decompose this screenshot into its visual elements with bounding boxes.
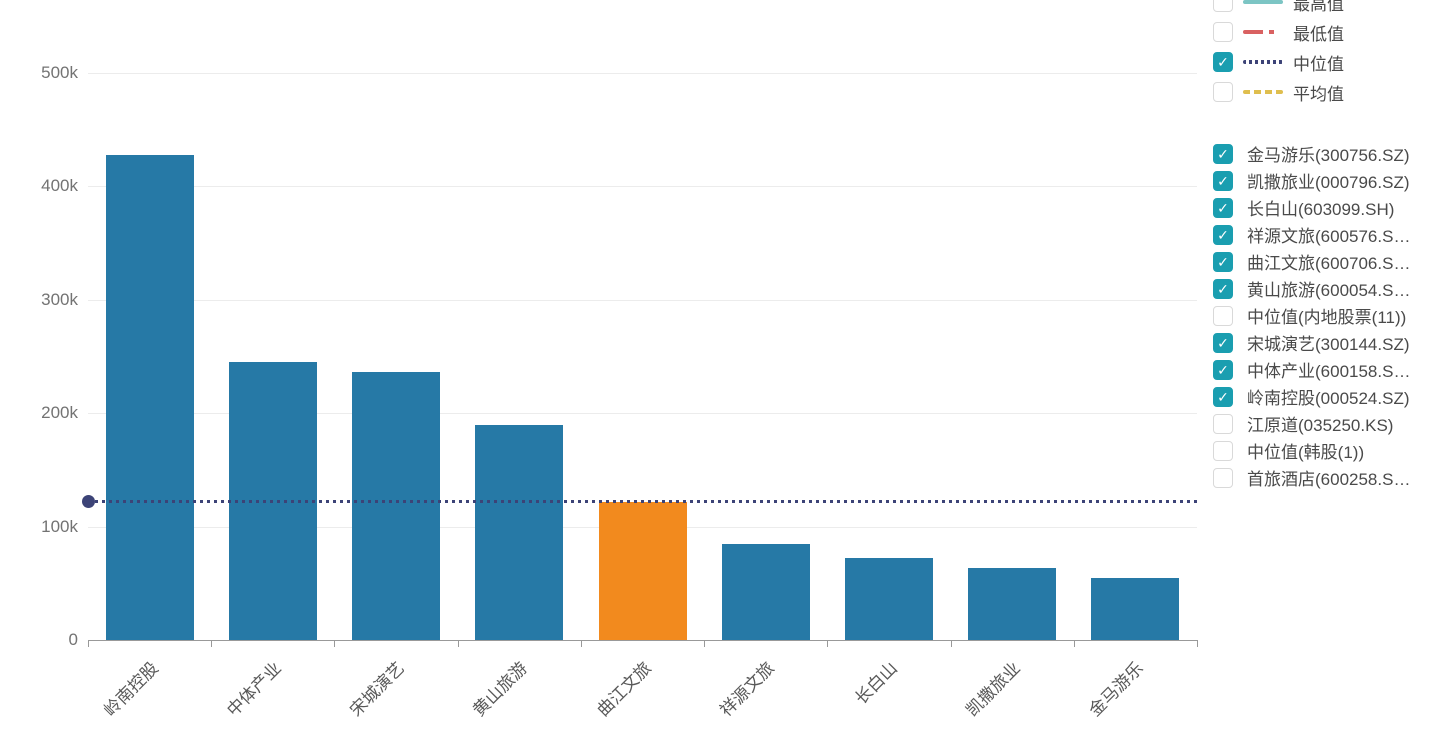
y-axis-tick-label: 0 <box>68 630 78 649</box>
bar-5[interactable] <box>598 501 687 640</box>
x-axis-tick <box>88 640 89 647</box>
y-axis-tick-label: 500k <box>41 62 78 82</box>
x-axis-tick <box>1197 640 1198 647</box>
legend-item-metric-3[interactable]: ✓ 中位值 <box>1213 47 1344 77</box>
legend-item-stock-9[interactable]: ✓ 中体产业(600158.S… <box>1213 356 1410 383</box>
x-axis-tick <box>1073 640 1075 647</box>
legend-item-label: 凯撒旅业(000796.SZ) <box>1247 173 1410 192</box>
legend-line-sample <box>1243 30 1283 34</box>
legend-item-label: 最低值 <box>1293 24 1344 44</box>
legend-item-stock-2[interactable]: ✓ 凯撒旅业(000796.SZ) <box>1213 167 1410 194</box>
y-axis-tick-label: 400k <box>41 176 78 195</box>
x-axis-tick <box>950 640 952 647</box>
x-axis-label: 金马游乐 <box>1085 658 1148 721</box>
legend-checkbox[interactable]: ✓ <box>1213 278 1233 299</box>
bar-6[interactable] <box>721 543 810 640</box>
legend-checkbox[interactable]: ✓ <box>1213 170 1233 191</box>
legend-item-label: 曲江文旅(600706.S… <box>1247 254 1411 273</box>
legend-stocks-group: ✓ 金马游乐(300756.SZ) ✓ 凯撒旅业(000796.SZ) ✓ 长白山(603… <box>1213 140 1410 491</box>
x-axis-label: 凯撒旅业 <box>962 658 1025 721</box>
x-axis-tick <box>211 640 213 647</box>
legend-item-label: 金马游乐(300756.SZ) <box>1247 146 1410 165</box>
legend-item-stock-10[interactable]: ✓ 岭南控股(000524.SZ) <box>1213 383 1410 410</box>
x-axis-label: 岭南控股 <box>100 658 162 721</box>
median-line <box>88 500 1197 504</box>
x-axis-tick <box>457 640 459 647</box>
x-axis-label: 宋城演艺 <box>346 658 409 721</box>
legend-item-stock-5[interactable]: ✓ 曲江文旅(600706.S… <box>1213 248 1410 275</box>
legend-checkbox[interactable]: ✓ <box>1213 332 1233 353</box>
legend-item-label: 最高值 <box>1293 0 1344 14</box>
legend-item-metric-2[interactable]: 最低值 <box>1213 17 1344 47</box>
legend-checkbox[interactable] <box>1213 413 1233 434</box>
legend-checkbox[interactable] <box>1213 467 1233 488</box>
legend-line-sample <box>1243 90 1283 94</box>
legend-item-stock-12[interactable]: 中位值(韩股(1)) <box>1213 437 1410 464</box>
legend-line-sample <box>1243 60 1283 64</box>
legend-metrics-group: 最高值最低值 ✓ 中位值平均值 <box>1213 0 1344 107</box>
legend-checkbox[interactable]: ✓ <box>1213 359 1233 380</box>
x-axis-label: 曲江文旅 <box>592 658 655 721</box>
x-axis-tick <box>580 640 582 647</box>
legend-checkbox[interactable] <box>1213 440 1233 461</box>
bar-1[interactable] <box>105 155 194 640</box>
legend-item-label: 长白山(603099.SH) <box>1247 200 1395 219</box>
legend-checkbox[interactable]: ✓ <box>1213 143 1233 164</box>
x-axis-label: 中体产业 <box>223 658 285 721</box>
legend-item-label: 祥源文旅(600576.S… <box>1247 227 1411 246</box>
chart-legend: 最高值最低值 ✓ 中位值平均值 ✓ 金马游乐(300756.SZ) ✓ 凯撒旅业(0007… <box>1213 0 1453 751</box>
median-line-start-dot <box>81 495 95 509</box>
legend-checkbox[interactable] <box>1213 0 1233 12</box>
legend-item-metric-1[interactable]: 最高值 <box>1213 0 1344 17</box>
legend-item-label: 中位值 <box>1293 54 1344 74</box>
legend-checkbox[interactable]: ✓ <box>1213 224 1233 245</box>
gridline-500k <box>88 72 1197 74</box>
x-axis-tick <box>827 640 829 647</box>
x-axis-line <box>88 640 1197 641</box>
bar-9[interactable] <box>1091 577 1180 640</box>
legend-item-stock-13[interactable]: 首旅酒店(600258.S… <box>1213 464 1410 491</box>
legend-item-stock-6[interactable]: ✓ 黄山旅游(600054.S… <box>1213 275 1410 302</box>
gridline-200k <box>88 413 1197 414</box>
legend-checkbox[interactable]: ✓ <box>1213 197 1233 218</box>
legend-item-stock-4[interactable]: ✓ 祥源文旅(600576.S… <box>1213 221 1410 248</box>
legend-item-label: 中位值(内地股票(11)) <box>1247 308 1407 327</box>
bar-8[interactable] <box>968 568 1057 640</box>
bar-3[interactable] <box>352 372 441 640</box>
legend-checkbox[interactable] <box>1213 82 1233 102</box>
legend-item-stock-1[interactable]: ✓ 金马游乐(300756.SZ) <box>1213 140 1410 167</box>
bar-7[interactable] <box>844 558 933 640</box>
legend-item-label: 平均值 <box>1293 84 1344 104</box>
x-axis-label: 长白山 <box>851 658 901 709</box>
legend-item-stock-3[interactable]: ✓ 长白山(603099.SH) <box>1213 194 1410 221</box>
x-axis-label: 祥源文旅 <box>716 658 778 721</box>
legend-item-stock-7[interactable]: 中位值(内地股票(11)) <box>1213 302 1410 329</box>
y-axis-tick-label: 300k <box>41 289 78 309</box>
legend-checkbox[interactable] <box>1213 22 1233 42</box>
legend-item-label: 岭南控股(000524.SZ) <box>1247 389 1410 408</box>
legend-item-label: 黄山旅游(600054.S… <box>1247 281 1411 300</box>
legend-item-label: 中位值(韩股(1)) <box>1247 443 1365 462</box>
legend-item-stock-8[interactable]: ✓ 宋城演艺(300144.SZ) <box>1213 329 1410 356</box>
legend-item-stock-11[interactable]: 江原道(035250.KS) <box>1213 410 1410 437</box>
x-axis-label: 黄山旅游 <box>469 658 532 721</box>
legend-item-label: 江原道(035250.KS) <box>1247 416 1394 435</box>
legend-line-sample <box>1243 0 1283 4</box>
legend-item-label: 宋城演艺(300144.SZ) <box>1247 335 1410 354</box>
x-axis-tick <box>334 640 336 647</box>
legend-item-label: 中体产业(600158.S… <box>1247 362 1411 381</box>
legend-checkbox[interactable] <box>1213 305 1233 326</box>
bar-4[interactable] <box>475 425 564 640</box>
legend-checkbox[interactable]: ✓ <box>1213 251 1233 272</box>
gridline-300k <box>88 299 1197 301</box>
y-axis-tick-label: 200k <box>41 403 78 422</box>
x-axis-tick <box>704 640 706 647</box>
legend-item-metric-4[interactable]: 平均值 <box>1213 77 1344 107</box>
legend-checkbox[interactable]: ✓ <box>1213 52 1233 72</box>
gridline-400k <box>88 186 1197 187</box>
y-axis-tick-label: 100k <box>41 516 78 536</box>
legend-item-label: 首旅酒店(600258.S… <box>1247 470 1411 489</box>
legend-checkbox[interactable]: ✓ <box>1213 386 1233 407</box>
